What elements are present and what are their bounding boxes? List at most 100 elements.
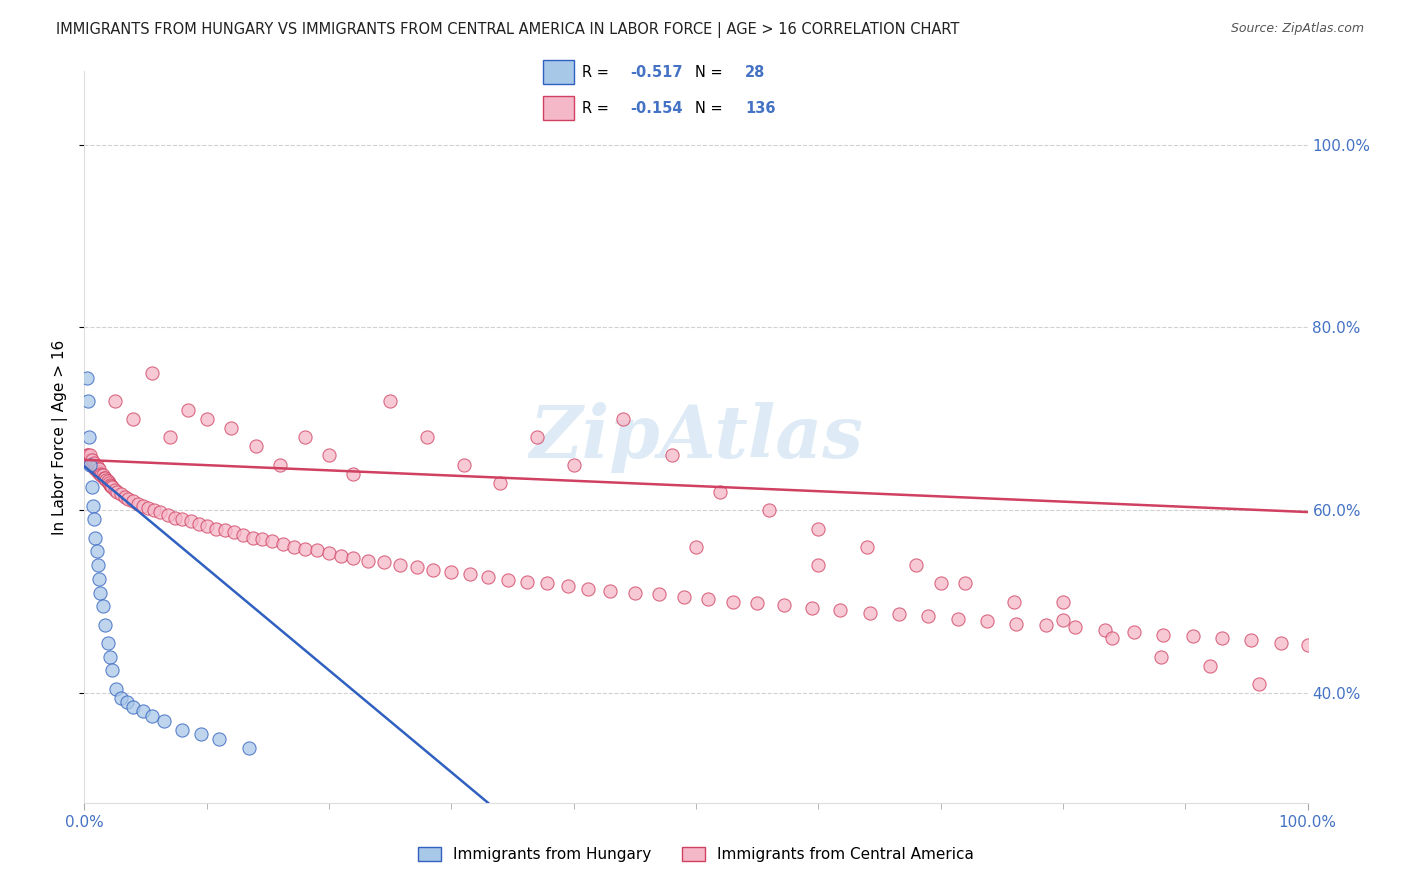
Point [87, 462, 110, 476]
Point [1035, 618, 1057, 632]
Point [946, 612, 969, 626]
Point [1240, 633, 1263, 648]
Point [143, 503, 166, 517]
Point [77, 448, 100, 462]
Legend: Immigrants from Hungary, Immigrants from Central America: Immigrants from Hungary, Immigrants from… [412, 841, 980, 868]
Point [661, 448, 683, 462]
Point [1052, 594, 1074, 608]
Point [76, 448, 98, 462]
Text: IMMIGRANTS FROM HUNGARY VS IMMIGRANTS FROM CENTRAL AMERICA IN LABOR FORCE | AGE : IMMIGRANTS FROM HUNGARY VS IMMIGRANTS FR… [56, 22, 960, 38]
Point [416, 430, 439, 444]
Point [87, 462, 110, 476]
Point [1211, 632, 1233, 646]
Point [80, 458, 103, 472]
Point [305, 543, 328, 558]
Point [856, 540, 879, 554]
Point [219, 421, 242, 435]
Point [82, 499, 104, 513]
Point [115, 695, 138, 709]
Point [159, 430, 181, 444]
Point [953, 576, 976, 591]
Point [1064, 620, 1087, 634]
Point [887, 607, 910, 622]
Point [141, 366, 163, 380]
Point [177, 402, 200, 417]
Point [83, 512, 105, 526]
Point [648, 587, 671, 601]
Text: -0.154: -0.154 [630, 101, 682, 116]
Point [222, 525, 245, 540]
Point [94, 471, 117, 485]
Point [294, 541, 316, 556]
Point [149, 505, 172, 519]
Point [1296, 638, 1319, 652]
Text: -0.517: -0.517 [630, 64, 682, 79]
Point [104, 483, 127, 497]
Point [489, 475, 512, 490]
Point [388, 558, 411, 573]
Point [104, 393, 127, 408]
Point [190, 727, 212, 741]
Point [260, 534, 283, 549]
Point [422, 563, 444, 577]
Point [100, 478, 122, 492]
Point [110, 690, 132, 705]
Point [557, 579, 579, 593]
Point [82, 458, 104, 472]
Point [79, 448, 101, 462]
Point [127, 497, 149, 511]
Point [242, 531, 264, 545]
Point [516, 574, 538, 589]
Point [141, 709, 163, 723]
Point [188, 516, 211, 531]
Point [250, 533, 273, 547]
Point [87, 465, 110, 479]
Point [905, 558, 928, 573]
Point [1181, 629, 1204, 643]
Point [87, 465, 110, 479]
Point [929, 576, 952, 591]
Point [747, 597, 769, 611]
Point [1094, 623, 1116, 637]
Point [269, 458, 291, 472]
Point [536, 576, 558, 591]
Point [76, 370, 98, 384]
Point [1150, 649, 1173, 664]
Point [83, 459, 105, 474]
Point [1002, 594, 1025, 608]
Point [976, 614, 998, 628]
Point [859, 606, 882, 620]
Point [105, 681, 128, 696]
Point [122, 699, 145, 714]
Point [172, 723, 194, 737]
Point [195, 412, 218, 426]
Point [172, 512, 194, 526]
Point [342, 467, 364, 481]
Point [122, 494, 145, 508]
Point [271, 537, 294, 551]
Point [87, 572, 110, 586]
Point [86, 544, 108, 558]
Point [83, 456, 105, 470]
Point [373, 555, 395, 569]
Point [91, 468, 114, 483]
Bar [543, 96, 574, 120]
Point [101, 480, 124, 494]
Point [122, 412, 145, 426]
Text: 28: 28 [745, 64, 765, 79]
Point [97, 636, 120, 650]
Point [318, 448, 340, 462]
Point [406, 560, 429, 574]
Point [101, 663, 124, 677]
Point [79, 458, 101, 472]
Point [526, 430, 548, 444]
Point [612, 412, 634, 426]
Point [1247, 677, 1270, 691]
Point [114, 490, 136, 504]
Point [1152, 627, 1174, 641]
Point [77, 430, 100, 444]
Point [84, 459, 107, 474]
Point [758, 503, 780, 517]
Point [496, 573, 519, 587]
Point [208, 731, 231, 746]
